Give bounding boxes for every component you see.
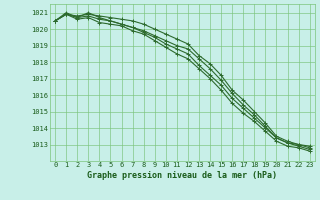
X-axis label: Graphe pression niveau de la mer (hPa): Graphe pression niveau de la mer (hPa) (87, 171, 277, 180)
